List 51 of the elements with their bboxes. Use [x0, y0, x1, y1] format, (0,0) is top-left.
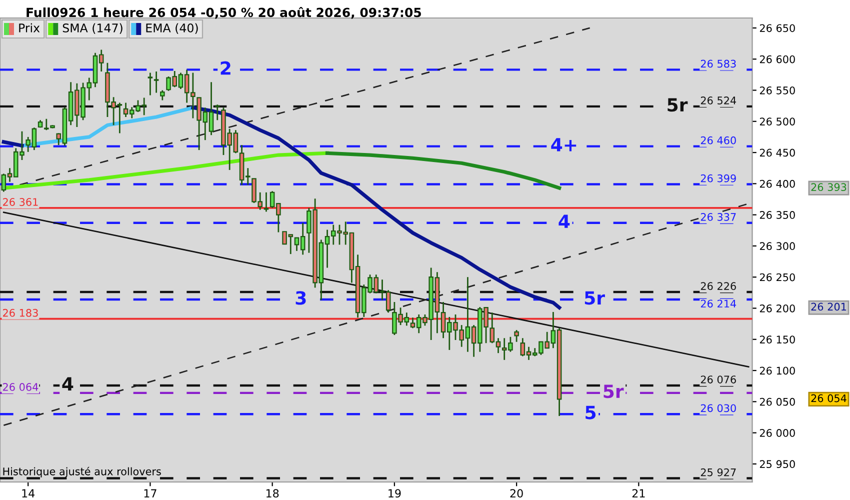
ref-line-label: 26 337 [700, 213, 736, 221]
annotation: 4 [62, 377, 74, 390]
y-tick-label: 26 150 [760, 336, 795, 344]
legend-label: SMA (147) [62, 23, 122, 34]
legend-label: Prix [19, 23, 40, 32]
annotation: 26 064 [3, 383, 38, 391]
x-tick-label: 14 [22, 489, 35, 498]
text: 26 201 [811, 302, 846, 311]
ref-line-label: 26 214 [700, 300, 736, 308]
annotation: 26 183 [3, 308, 38, 317]
ref-line-label: 26 226 [700, 282, 736, 290]
ref-line-label: 26 460 [700, 136, 736, 144]
y-tick-label: 26 100 [760, 366, 795, 375]
text: 26 393 [811, 183, 846, 192]
y-tick-label: 26 350 [760, 211, 795, 219]
y-tick-label: 26 500 [760, 118, 795, 126]
y-tick-label: 26 600 [760, 55, 795, 64]
ref-line-label: 25 927 [700, 468, 736, 476]
ref-line-label: 26 399 [700, 174, 736, 182]
x-tick-label: 18 [266, 489, 279, 498]
y-tick-label: 26 400 [760, 180, 795, 188]
legend-label: EMA (40) [146, 23, 198, 34]
chart-title: Full0926 1 heure 26 054 -0,50 % 20 août 2026, 09:37:05 [26, 7, 421, 19]
annotation: 5r [604, 384, 624, 398]
annotation: 4 [558, 214, 570, 228]
annotation: 3 [296, 291, 306, 305]
annotation: 2 [220, 61, 230, 75]
y-tick-label: 26 650 [760, 24, 795, 32]
annotation: Historique ajusté aux rollovers [3, 466, 161, 478]
y-tick-label: 26 050 [760, 398, 795, 406]
y-tick-label: 26 200 [760, 304, 795, 312]
annotation: 5 [586, 406, 596, 420]
ref-line-label: 26 524 [700, 96, 736, 104]
text: 26 054 [811, 394, 846, 402]
ref-line-label: 26 076 [700, 376, 736, 384]
x-tick-label: 19 [388, 489, 401, 498]
annotation: 5r [668, 98, 688, 112]
y-tick-label: 26 250 [760, 273, 795, 282]
x-tick-label: 17 [144, 489, 156, 498]
y-tick-label: 26 000 [760, 429, 795, 437]
x-tick-label: 21 [632, 489, 645, 498]
ref-line-label: 26 583 [700, 60, 736, 68]
y-tick-label: 26 300 [760, 242, 795, 250]
ref-line-label: 26 030 [700, 404, 736, 412]
x-tick-label: 20 [510, 489, 523, 498]
annotation: 26 361 [3, 198, 38, 206]
y-tick-label: 26 450 [760, 148, 795, 157]
y-tick-label: 26 550 [760, 86, 795, 94]
y-tick-label: 25 950 [760, 460, 795, 468]
annotation: 5r [584, 291, 605, 305]
annotation: 4+ [551, 138, 576, 152]
